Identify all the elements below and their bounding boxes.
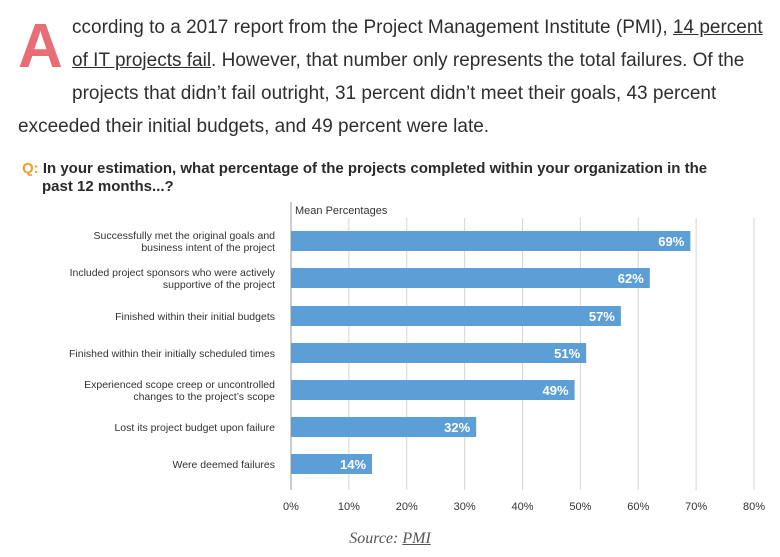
chart-question: Q: In your estimation, what percentage o… bbox=[22, 160, 742, 196]
category-label-0-1: business intent of the project bbox=[141, 242, 275, 254]
category-label-0-0: Successfully met the original goals and bbox=[93, 230, 275, 242]
intro-line-4: exceeded their initial budgets, and 49 p… bbox=[18, 116, 490, 137]
x-tick-label-20: 20% bbox=[396, 501, 418, 513]
x-tick-label-80: 80% bbox=[743, 501, 765, 513]
bar-1 bbox=[291, 268, 650, 288]
x-tick-label-30: 30% bbox=[454, 501, 476, 513]
bar-value-label-1: 62% bbox=[618, 271, 644, 286]
x-tick-label-0: 0% bbox=[283, 501, 299, 513]
intro-line-1-text: ccording to a 2017 report from the Proje… bbox=[72, 17, 673, 38]
drop-cap: A bbox=[18, 12, 63, 81]
x-tick-label-60: 60% bbox=[627, 501, 649, 513]
question-line-1: In your estimation, what percentage of t… bbox=[42, 160, 708, 177]
bar-6 bbox=[291, 454, 373, 474]
bar-value-label-6: 14% bbox=[340, 457, 366, 472]
series-label: Mean Percentages bbox=[295, 205, 388, 217]
category-label-1-1: supportive of the project bbox=[163, 279, 275, 291]
bar-value-label-5: 32% bbox=[444, 420, 470, 435]
bar-value-label-3: 51% bbox=[554, 346, 580, 361]
bar-0 bbox=[291, 231, 691, 251]
bar-3 bbox=[291, 343, 587, 363]
category-label-1-0: Included project sponsors who were activ… bbox=[70, 267, 276, 279]
x-tick-label-40: 40% bbox=[511, 501, 533, 513]
bar-value-label-2: 57% bbox=[589, 309, 615, 324]
bar-4 bbox=[291, 380, 575, 400]
bar-5 bbox=[291, 417, 477, 437]
source-prefix: Source: bbox=[349, 530, 403, 547]
x-tick-label-50: 50% bbox=[569, 501, 591, 513]
bar-2 bbox=[291, 306, 621, 326]
bar-chart: Mean Percentages 69% Successfully met the … bbox=[69, 202, 765, 513]
category-label-4-0: Experienced scope creep or uncontrolled bbox=[84, 379, 275, 391]
intro-line-2-text: . However, that number only represents t… bbox=[211, 50, 745, 71]
category-label-2-0: Finished within their initial budgets bbox=[115, 311, 275, 323]
category-label-4-1: changes to the project’s scope bbox=[133, 391, 275, 403]
category-label-6-0: Were deemed failures bbox=[172, 459, 275, 471]
intro-line-1: ccording to a 2017 report from the Proje… bbox=[72, 12, 763, 44]
question-line-2: past 12 months...? bbox=[42, 178, 174, 195]
x-tick-label-10: 10% bbox=[338, 501, 360, 513]
bar-value-label-4: 49% bbox=[543, 383, 569, 398]
intro-line-2: of IT projects fail. However, that numbe… bbox=[72, 45, 744, 77]
bar-value-label-0: 69% bbox=[658, 234, 684, 249]
x-tick-label-70: 70% bbox=[685, 501, 707, 513]
pmi-source-link[interactable]: PMI bbox=[402, 530, 431, 547]
category-label-5-0: Lost its project budget upon failure bbox=[114, 422, 275, 434]
it-projects-fail-link[interactable]: of IT projects fail bbox=[72, 50, 212, 71]
fourteen-percent-link[interactable]: 14 percent bbox=[672, 17, 763, 38]
category-label-3-0: Finished within their initially schedule… bbox=[69, 348, 275, 360]
question-prefix: Q: bbox=[22, 160, 39, 177]
intro-line-3: projects that didn’t fail outright, 31 p… bbox=[72, 83, 717, 104]
source-caption: Source: PMI bbox=[0, 530, 780, 548]
